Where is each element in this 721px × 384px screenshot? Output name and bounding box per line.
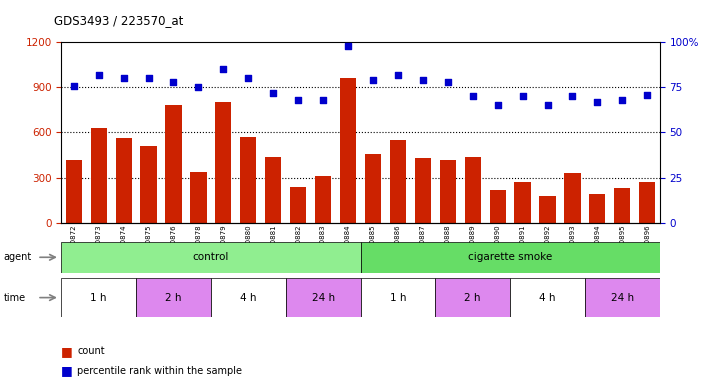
- Bar: [165, 106, 182, 223]
- Bar: [360, 242, 660, 273]
- Point: [143, 75, 154, 81]
- Text: time: time: [4, 293, 26, 303]
- Text: 4 h: 4 h: [539, 293, 556, 303]
- Point: [392, 72, 404, 78]
- Bar: [66, 160, 82, 223]
- Bar: [265, 157, 281, 223]
- Bar: [286, 278, 360, 317]
- Bar: [639, 182, 655, 223]
- Bar: [61, 278, 136, 317]
- Bar: [565, 173, 580, 223]
- Bar: [365, 154, 381, 223]
- Bar: [415, 158, 431, 223]
- Bar: [390, 140, 406, 223]
- Bar: [464, 157, 481, 223]
- Point: [567, 93, 578, 99]
- Point: [367, 77, 379, 83]
- Text: 1 h: 1 h: [90, 293, 107, 303]
- Text: 2 h: 2 h: [165, 293, 182, 303]
- Point: [242, 75, 254, 81]
- Point: [218, 66, 229, 73]
- Point: [517, 93, 528, 99]
- Text: 4 h: 4 h: [240, 293, 257, 303]
- Point: [492, 103, 503, 109]
- Point: [317, 97, 329, 103]
- Bar: [190, 172, 206, 223]
- Point: [592, 99, 603, 105]
- Bar: [539, 196, 556, 223]
- Bar: [589, 194, 606, 223]
- Bar: [315, 176, 331, 223]
- Text: 24 h: 24 h: [611, 293, 634, 303]
- Bar: [510, 278, 585, 317]
- Text: ■: ■: [61, 345, 73, 358]
- Text: cigarette smoke: cigarette smoke: [468, 252, 552, 262]
- Point: [93, 72, 105, 78]
- Point: [467, 93, 479, 99]
- Point: [293, 97, 304, 103]
- Point: [642, 91, 653, 98]
- Text: control: control: [193, 252, 229, 262]
- Bar: [440, 160, 456, 223]
- Point: [616, 97, 628, 103]
- Bar: [614, 188, 630, 223]
- Bar: [61, 242, 360, 273]
- Point: [342, 43, 354, 49]
- Text: agent: agent: [4, 252, 32, 262]
- Point: [168, 79, 180, 85]
- Bar: [240, 137, 257, 223]
- Bar: [211, 278, 286, 317]
- Bar: [290, 187, 306, 223]
- Text: 24 h: 24 h: [311, 293, 335, 303]
- Text: ■: ■: [61, 364, 73, 377]
- Bar: [585, 278, 660, 317]
- Bar: [360, 278, 435, 317]
- Bar: [435, 278, 510, 317]
- Text: 1 h: 1 h: [389, 293, 406, 303]
- Text: 2 h: 2 h: [464, 293, 481, 303]
- Point: [267, 90, 279, 96]
- Bar: [490, 190, 505, 223]
- Text: percentile rank within the sample: percentile rank within the sample: [77, 366, 242, 376]
- Text: GDS3493 / 223570_at: GDS3493 / 223570_at: [54, 14, 183, 27]
- Point: [417, 77, 428, 83]
- Bar: [91, 128, 107, 223]
- Bar: [115, 139, 132, 223]
- Point: [193, 84, 204, 91]
- Bar: [136, 278, 211, 317]
- Bar: [216, 103, 231, 223]
- Point: [118, 75, 129, 81]
- Text: count: count: [77, 346, 105, 356]
- Bar: [340, 78, 356, 223]
- Bar: [141, 146, 156, 223]
- Point: [541, 103, 553, 109]
- Point: [68, 83, 79, 89]
- Bar: [515, 182, 531, 223]
- Point: [442, 79, 454, 85]
